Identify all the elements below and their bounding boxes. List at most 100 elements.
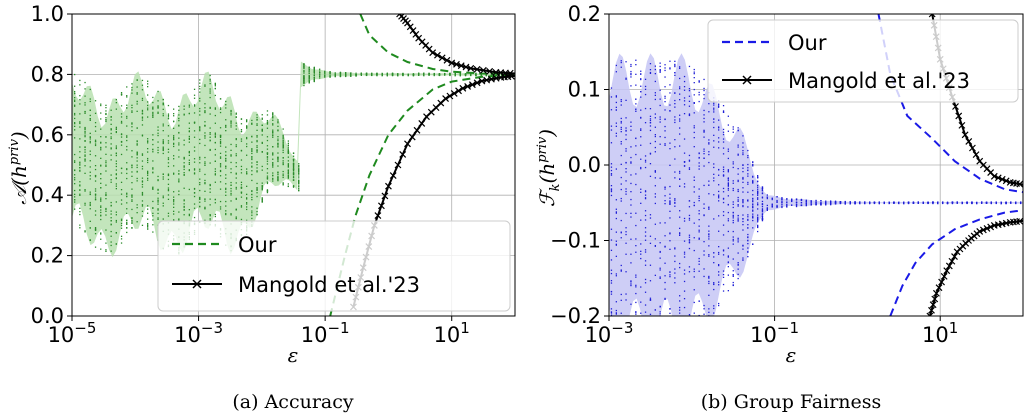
empirical-point — [747, 181, 749, 184]
empirical-point — [105, 162, 107, 164]
x-marker — [938, 278, 946, 286]
empirical-point — [454, 73, 456, 75]
empirical-point — [713, 173, 715, 175]
empirical-point — [655, 326, 656, 327]
empirical-point — [167, 178, 170, 181]
empirical-point — [110, 201, 112, 204]
empirical-point — [664, 322, 665, 323]
empirical-point — [246, 145, 248, 148]
empirical-point — [635, 110, 637, 112]
empirical-point — [266, 178, 269, 180]
empirical-point — [654, 73, 656, 75]
empirical-point — [147, 157, 149, 160]
empirical-point — [1000, 201, 1002, 203]
empirical-point — [630, 303, 632, 305]
empirical-point — [235, 198, 237, 200]
empirical-point — [883, 201, 885, 203]
empirical-point — [173, 145, 175, 148]
empirical-point — [722, 128, 725, 131]
empirical-point — [261, 197, 263, 199]
empirical-point — [625, 193, 627, 195]
empirical-point — [147, 226, 149, 228]
empirical-point — [193, 161, 196, 163]
tick-labels: 10−3 10−1 101−0.2−0.10.00.10.2 — [550, 2, 958, 347]
empirical-point — [708, 143, 710, 145]
empirical-point — [115, 165, 117, 168]
empirical-point — [225, 167, 227, 169]
empirical-point — [141, 111, 144, 113]
empirical-point — [256, 195, 258, 198]
empirical-point — [74, 189, 76, 192]
empirical-point — [708, 208, 710, 210]
empirical-point — [225, 210, 227, 212]
empirical-point — [615, 212, 617, 214]
empirical-point — [718, 168, 720, 171]
empirical-point — [230, 181, 232, 184]
empirical-point — [630, 121, 632, 123]
empirical-point — [240, 205, 243, 207]
empirical-point — [126, 168, 128, 171]
empirical-point — [635, 108, 637, 111]
empirical-point — [620, 131, 622, 133]
empirical-point — [644, 291, 647, 293]
empirical-point — [718, 230, 720, 232]
empirical-point — [654, 117, 656, 119]
empirical-point — [684, 319, 685, 320]
empirical-point — [669, 60, 671, 62]
empirical-point — [230, 126, 232, 128]
empirical-point — [693, 102, 695, 104]
empirical-point — [718, 302, 720, 305]
empirical-point — [757, 194, 759, 196]
empirical-point — [630, 280, 632, 282]
empirical-point — [219, 200, 222, 203]
empirical-point — [272, 129, 274, 131]
empirical-point — [640, 336, 641, 337]
empirical-point — [272, 180, 274, 182]
empirical-point — [272, 174, 274, 176]
empirical-point — [786, 198, 788, 200]
empirical-point — [105, 194, 107, 197]
empirical-point — [94, 174, 97, 177]
empirical-point — [115, 201, 117, 203]
empirical-point — [235, 188, 237, 190]
empirical-point — [737, 199, 739, 201]
empirical-point — [688, 159, 691, 161]
empirical-point — [615, 125, 617, 127]
empirical-point — [698, 210, 700, 212]
empirical-point — [703, 130, 705, 132]
empirical-point — [640, 85, 642, 87]
empirical-point — [173, 143, 175, 145]
empirical-point — [136, 151, 138, 154]
empirical-point — [722, 105, 725, 107]
empirical-point — [679, 120, 681, 122]
empirical-point — [193, 158, 196, 160]
empirical-point — [230, 143, 232, 146]
empirical-point — [659, 62, 661, 64]
empirical-point — [679, 306, 681, 309]
empirical-point — [256, 149, 258, 151]
empirical-point — [800, 202, 803, 204]
empirical-point — [718, 106, 720, 108]
empirical-point — [1020, 202, 1022, 204]
empirical-point — [932, 202, 934, 205]
empirical-point — [287, 177, 289, 179]
empirical-point — [664, 200, 666, 202]
empirical-point — [152, 106, 154, 108]
empirical-point — [199, 189, 201, 192]
empirical-point — [100, 248, 102, 250]
empirical-point — [219, 206, 222, 208]
empirical-point — [84, 127, 86, 130]
empirical-point — [610, 308, 613, 310]
empirical-point — [272, 152, 274, 154]
empirical-point — [214, 142, 216, 144]
empirical-point — [209, 127, 211, 129]
empirical-point — [126, 227, 128, 229]
empirical-point — [219, 166, 222, 168]
empirical-point — [674, 202, 676, 204]
empirical-point — [674, 99, 676, 102]
empirical-point — [815, 200, 817, 202]
empirical-point — [204, 164, 206, 166]
empirical-point — [89, 136, 91, 138]
empirical-point — [272, 163, 274, 165]
empirical-point — [167, 174, 170, 176]
